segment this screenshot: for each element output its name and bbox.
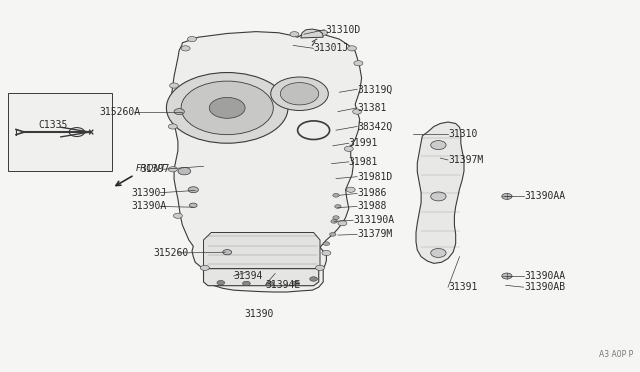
Text: 31379M: 31379M — [357, 230, 392, 239]
Polygon shape — [416, 122, 464, 263]
Text: 31981: 31981 — [349, 157, 378, 167]
Polygon shape — [301, 29, 323, 38]
Text: 31390A: 31390A — [131, 202, 166, 211]
Circle shape — [181, 81, 273, 135]
Circle shape — [319, 30, 328, 35]
Circle shape — [243, 281, 250, 286]
Text: 31319Q: 31319Q — [357, 84, 392, 94]
Circle shape — [181, 46, 190, 51]
Circle shape — [173, 213, 182, 218]
Circle shape — [310, 277, 317, 281]
Circle shape — [290, 32, 299, 37]
Circle shape — [178, 167, 191, 175]
Circle shape — [333, 193, 339, 197]
Text: 38342Q: 38342Q — [357, 122, 392, 131]
Text: 31390J: 31390J — [131, 188, 166, 198]
Circle shape — [354, 61, 363, 66]
Text: 31390: 31390 — [244, 310, 274, 319]
Circle shape — [431, 248, 446, 257]
Circle shape — [189, 203, 197, 208]
Circle shape — [316, 265, 324, 270]
Text: FRONT: FRONT — [136, 164, 166, 173]
Circle shape — [223, 250, 232, 255]
Text: 315260A: 315260A — [99, 107, 140, 116]
Text: 31986: 31986 — [357, 189, 387, 198]
Text: 31310D: 31310D — [325, 25, 360, 35]
Circle shape — [168, 167, 177, 172]
Text: 31390AA: 31390AA — [525, 192, 566, 201]
Circle shape — [170, 83, 179, 88]
Circle shape — [502, 273, 512, 279]
Circle shape — [166, 73, 288, 143]
Circle shape — [168, 124, 177, 129]
Circle shape — [335, 205, 341, 208]
Circle shape — [353, 109, 362, 114]
Circle shape — [266, 282, 274, 286]
Text: 31991: 31991 — [349, 138, 378, 148]
Circle shape — [431, 192, 446, 201]
Circle shape — [271, 77, 328, 110]
Bar — [8, 93, 112, 171]
Circle shape — [323, 242, 330, 246]
Circle shape — [217, 280, 225, 285]
Circle shape — [292, 281, 300, 286]
Circle shape — [338, 221, 347, 226]
Circle shape — [331, 219, 337, 223]
Circle shape — [188, 36, 196, 42]
Text: 31301J: 31301J — [314, 44, 349, 53]
Text: 315260: 315260 — [154, 248, 189, 258]
Circle shape — [330, 232, 336, 236]
Text: A3 A0P P: A3 A0P P — [599, 350, 634, 359]
Circle shape — [200, 265, 209, 270]
Polygon shape — [204, 232, 320, 269]
Circle shape — [322, 250, 331, 256]
Text: 31381: 31381 — [357, 103, 387, 113]
Text: 31397M: 31397M — [448, 155, 483, 165]
Text: 31391: 31391 — [448, 282, 477, 292]
Circle shape — [344, 146, 353, 151]
Circle shape — [188, 187, 198, 193]
Circle shape — [280, 83, 319, 105]
Text: 31390AA: 31390AA — [525, 271, 566, 281]
Text: 31310: 31310 — [448, 129, 477, 139]
Circle shape — [209, 97, 245, 118]
Polygon shape — [172, 30, 362, 292]
Circle shape — [431, 141, 446, 150]
Text: 313190A: 313190A — [353, 215, 394, 225]
Text: 31394E: 31394E — [266, 280, 301, 289]
Text: 31988: 31988 — [357, 202, 387, 211]
Circle shape — [346, 187, 355, 192]
Circle shape — [502, 193, 512, 199]
Text: 31397: 31397 — [141, 164, 170, 174]
Circle shape — [174, 109, 184, 115]
Polygon shape — [204, 269, 319, 286]
Text: 31394: 31394 — [234, 271, 263, 281]
Text: 31981D: 31981D — [357, 172, 392, 182]
Text: 31390AB: 31390AB — [525, 282, 566, 292]
Circle shape — [348, 46, 356, 51]
Text: C1335: C1335 — [38, 120, 68, 129]
Circle shape — [333, 216, 339, 219]
